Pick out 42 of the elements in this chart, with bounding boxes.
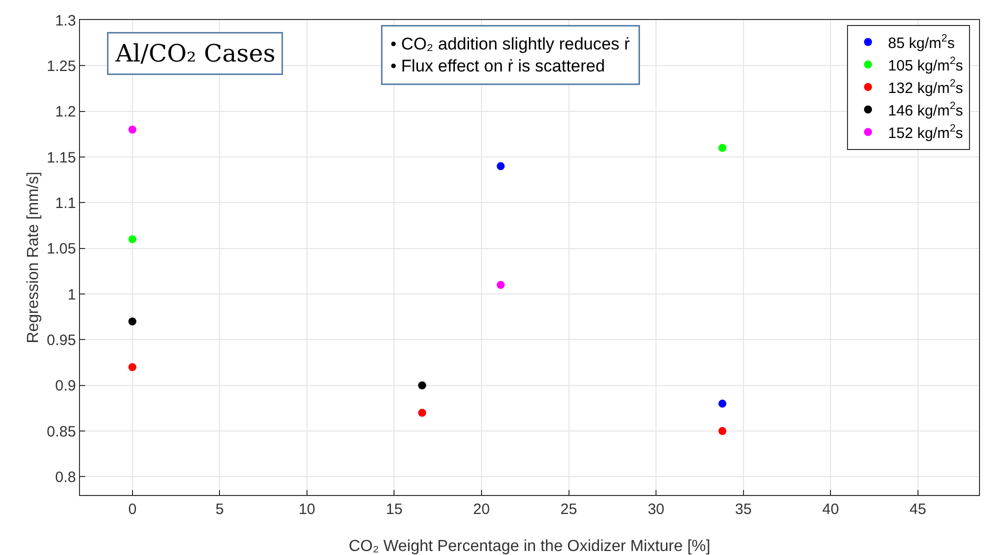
x-tick-label: 20 (473, 501, 490, 518)
y-tick-label: 1.2 (55, 104, 76, 121)
y-axis-title: Regression Rate [mm/s] (25, 172, 42, 344)
y-tick-label: 1.15 (46, 149, 76, 166)
y-tick-label: 0.85 (46, 423, 76, 440)
point (128, 363, 136, 372)
y-tick-label: 1.25 (46, 58, 76, 75)
point (496, 280, 505, 289)
x-tick-label: 15 (386, 501, 403, 518)
x-tick-label: 35 (734, 501, 752, 518)
point (418, 408, 426, 417)
point (718, 400, 726, 408)
annotation: • Flux effect on ṙ is scattered (390, 56, 605, 76)
legend-label: 132 kg/m$^{2}$s (888, 78, 964, 97)
x-tick-label: 5 (215, 501, 224, 518)
x-tick-label: 25 (560, 501, 578, 518)
y-tick-label: 0.95 (46, 332, 76, 349)
point (128, 126, 136, 134)
x-axis-title: CO₂ Weight Percentage in the Oxidizer Mixture [%] (348, 538, 710, 555)
legend-label: 85 kg/m$^{2}$s (888, 32, 955, 52)
x-tick-label: 10 (298, 501, 316, 518)
point (418, 381, 426, 390)
annotation: • CO₂ addition slightly reduces ṙ (390, 34, 630, 54)
y-tick-label: 1.3 (55, 12, 76, 30)
point (718, 144, 726, 152)
x-tick-label: 30 (648, 501, 664, 518)
legend-label: 105 kg/m$^{2}$s (888, 55, 964, 74)
legend-label: 146 kg/m$^{2}$s (888, 100, 964, 120)
point (128, 235, 136, 244)
y-tick-label: 1.1 (55, 194, 76, 212)
legend-label: 152 kg/m$^{2}$s (888, 122, 964, 142)
x-tick-label: 0 (128, 501, 137, 518)
point (496, 162, 505, 170)
annotation: Al/CO₂ Cases (114, 40, 276, 68)
point (718, 427, 726, 436)
point (128, 317, 136, 326)
y-tick-label: 0.8 (55, 468, 76, 486)
y-tick-label: 0.9 (55, 378, 76, 395)
x-tick-label: 45 (910, 501, 926, 518)
x-tick-label: 40 (822, 501, 839, 518)
y-tick-label: 1.05 (46, 240, 76, 258)
y-tick-label: 1 (68, 286, 76, 304)
